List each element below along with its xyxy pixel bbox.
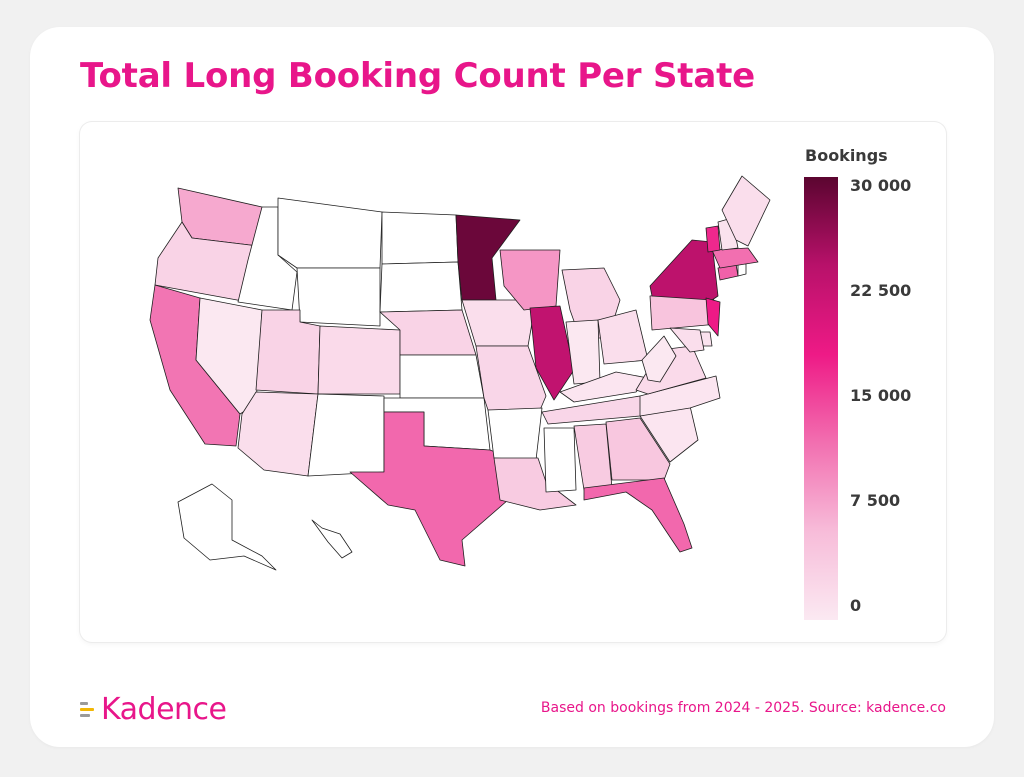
state-ri: [737, 263, 747, 277]
state-mt: [277, 197, 383, 269]
state-nd: [381, 211, 459, 265]
state-fl: [583, 477, 693, 553]
state-ms: [543, 427, 577, 493]
kadence-logo: Kadence: [80, 691, 227, 727]
state-md: [669, 327, 705, 353]
state-wy: [296, 267, 381, 327]
chart-title: Total Long Booking Count Per State: [80, 56, 755, 96]
legend-title: Bookings: [805, 146, 888, 165]
legend-tick: 7 500: [850, 491, 901, 510]
legend-tick: 15 000: [850, 386, 912, 405]
legend-color-scale: [804, 177, 838, 620]
state-il: [529, 305, 575, 401]
state-nm: [307, 393, 385, 477]
legend-tick-min: 0: [850, 596, 862, 615]
state-ga: [605, 417, 671, 481]
state-sd: [379, 261, 463, 313]
state-ar: [487, 407, 543, 461]
legend-tick-max: 30 000: [850, 176, 912, 195]
state-nc: [639, 375, 721, 417]
state-co: [317, 325, 401, 395]
logo-text: Kadence: [101, 691, 227, 727]
state-ak: [177, 483, 277, 571]
state-vt: [705, 225, 721, 253]
logo-mark-icon: [80, 701, 98, 717]
state-al: [573, 423, 613, 491]
state-wv: [641, 335, 677, 383]
state-hi: [311, 519, 353, 559]
legend-tick: 22 500: [850, 281, 912, 300]
state-oh: [597, 309, 649, 365]
state-ny: [649, 239, 719, 301]
state-az: [237, 391, 319, 477]
source-note: Based on bookings from 2024 - 2025. Sour…: [540, 700, 946, 716]
state-nj: [705, 297, 721, 337]
state-la: [493, 457, 577, 511]
state-ma: [711, 247, 759, 269]
state-ks: [399, 354, 485, 399]
state-me: [721, 175, 771, 247]
